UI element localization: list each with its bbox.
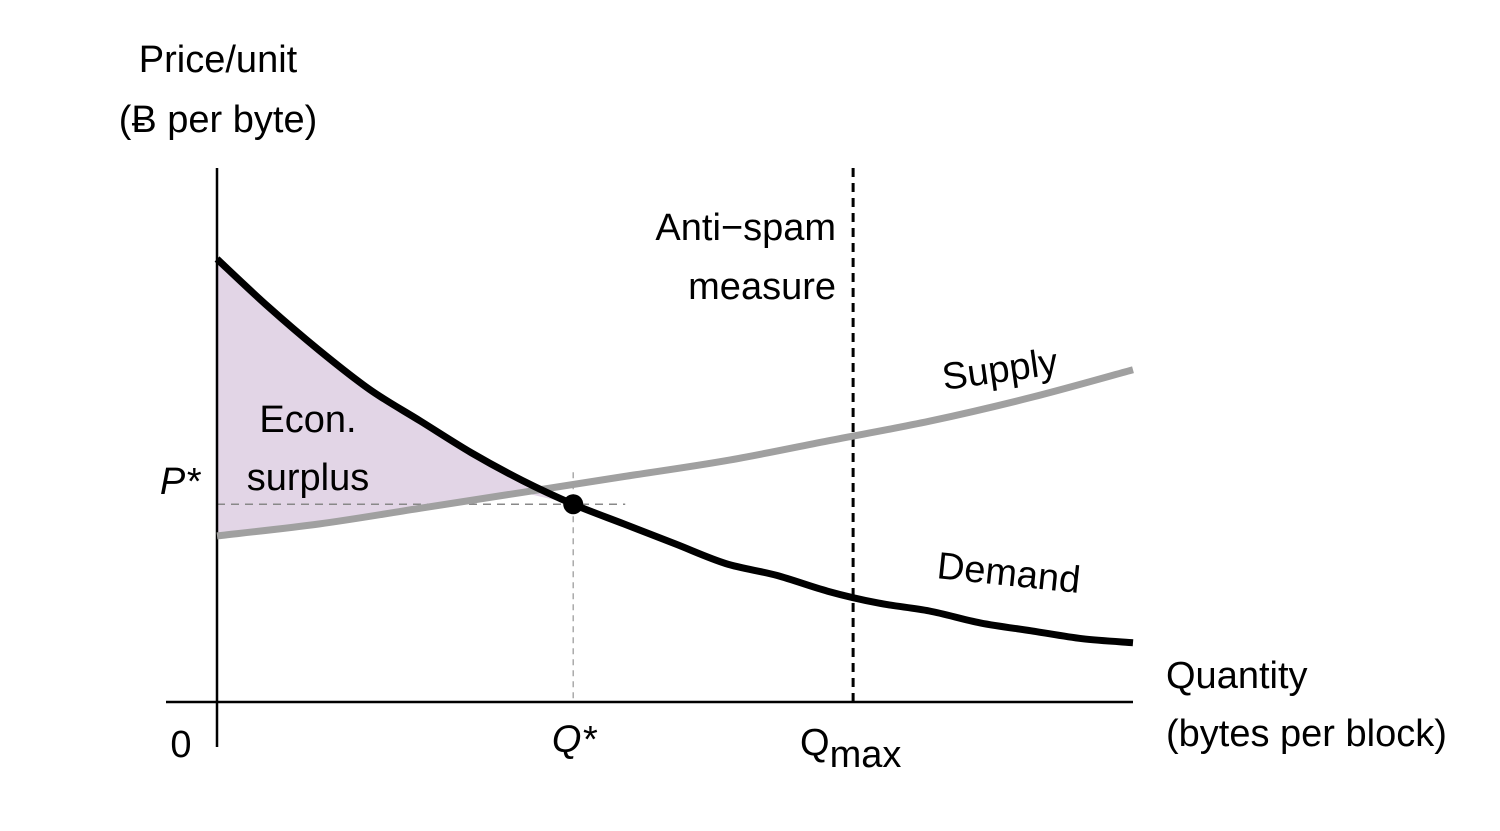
- x-axis-label-line1: Quantity: [1166, 655, 1308, 697]
- demand-label: Demand: [935, 545, 1082, 602]
- p-star-label: P*: [160, 461, 201, 503]
- qmax-label-sub: max: [830, 734, 902, 776]
- origin-label: 0: [170, 724, 191, 766]
- surplus-label-line1: Econ.: [259, 399, 356, 441]
- anti-spam-label-line1: Anti−spam: [655, 207, 836, 249]
- demand-curve: [214, 256, 1134, 647]
- qmax-label: Qmax: [800, 722, 901, 776]
- x-axis-label-line2: (bytes per block): [1166, 713, 1447, 755]
- supply-curve: [216, 366, 1134, 540]
- q-star-label: Q*: [552, 719, 598, 761]
- surplus-label-line2: surplus: [247, 457, 370, 499]
- anti-spam-label-line2: measure: [688, 266, 836, 308]
- supply-label: Supply: [939, 341, 1060, 399]
- equilibrium-point: [563, 494, 584, 515]
- qmax-label-main: Q: [800, 722, 830, 764]
- y-axis-label-line1: Price/unit: [139, 39, 298, 81]
- economic-surplus-area: [217, 258, 574, 536]
- y-axis-label-line2: (Ƀ per byte): [119, 99, 318, 141]
